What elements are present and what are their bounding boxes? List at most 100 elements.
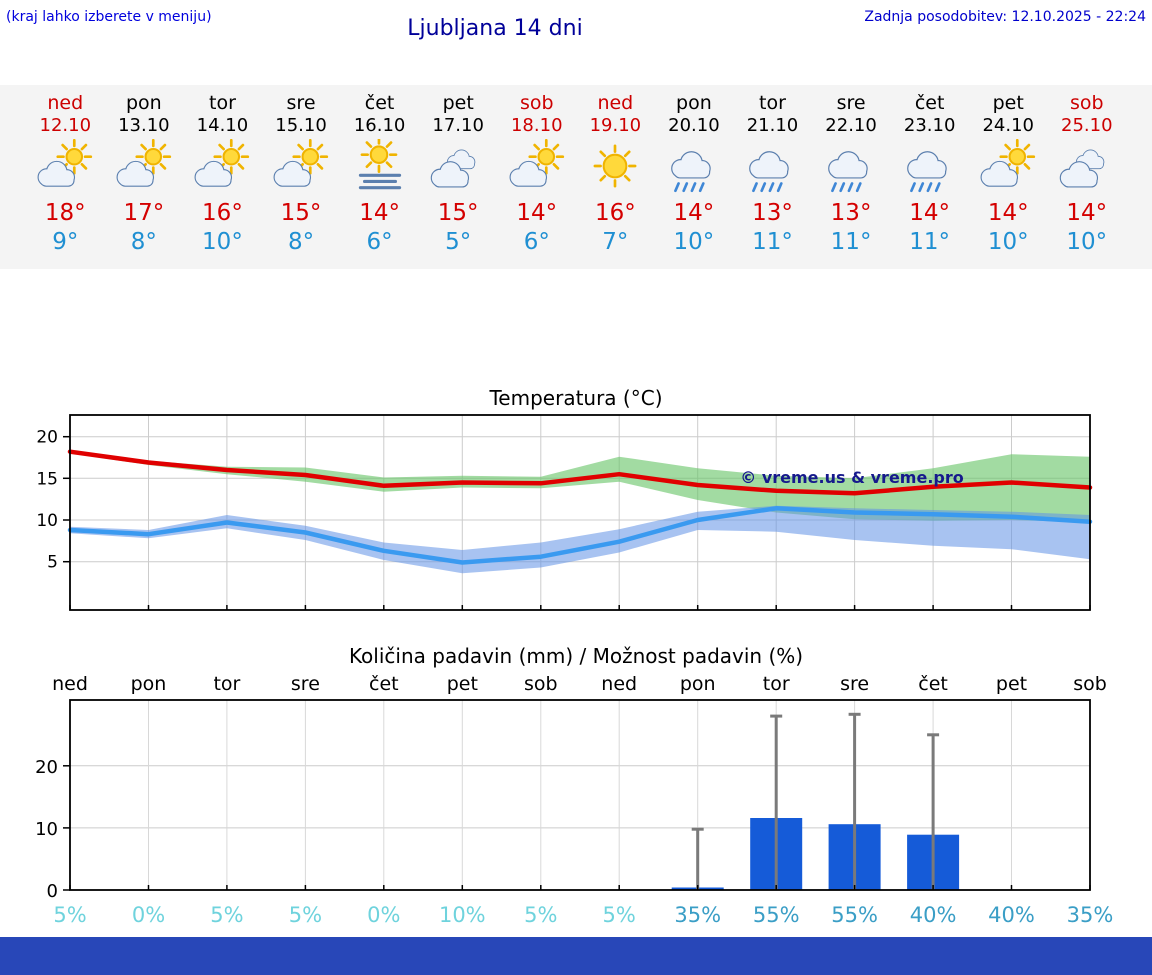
forecast-day-column: tor 21.10 13° 11°	[733, 85, 812, 269]
precip-day-label: sre	[840, 673, 869, 695]
forecast-day-column: pet 17.10 15° 5°	[419, 85, 498, 269]
high-temperature: 14°	[673, 200, 715, 226]
high-temperature: 18°	[44, 200, 86, 226]
day-date: 24.10	[982, 115, 1034, 136]
precip-probability: 5%	[289, 903, 322, 927]
forecast-day-column: pon 13.10 17° 8°	[105, 85, 184, 269]
precip-probability: 40%	[988, 903, 1035, 927]
partly-sunny-icon	[183, 138, 262, 195]
high-temperature: 16°	[202, 200, 243, 226]
low-temperature: 5°	[445, 229, 472, 255]
high-temperature: 14°	[987, 200, 1029, 226]
min-temperature-line	[67, 506, 1093, 565]
day-date: 19.10	[589, 115, 642, 136]
day-name: pet	[992, 92, 1024, 114]
day-date: 20.10	[668, 115, 720, 136]
precip-probability: 5%	[53, 903, 86, 927]
temp-ytick-label: 20	[36, 428, 58, 448]
day-name: ned	[597, 92, 634, 114]
min-temperature-range-band	[70, 505, 1090, 574]
low-temperature: 10°	[1066, 229, 1108, 255]
precip-probability: 10%	[439, 903, 486, 927]
precip-probability: 5%	[524, 903, 557, 927]
rain-icon	[733, 139, 812, 195]
high-temperature: 15°	[437, 200, 479, 226]
forecast-day-column: sob 25.10 14° 10°	[1048, 85, 1127, 269]
plot-border	[69, 699, 1091, 891]
day-name: ned	[47, 92, 84, 114]
day-date: 23.10	[903, 115, 956, 136]
day-name: pon	[126, 92, 162, 114]
high-temperature: 14°	[1066, 200, 1108, 226]
forecast-day-column: čet 16.10 14° 6°	[340, 85, 419, 269]
day-name: sre	[286, 92, 316, 114]
temperature-plot-area: 5 10 15 20 © vreme.us & vreme.pro	[36, 414, 1093, 611]
high-temperature: 14°	[516, 200, 558, 226]
day-name: sob	[1070, 92, 1104, 114]
precip-day-label: tor	[213, 673, 240, 695]
day-date: 13.10	[118, 115, 170, 136]
precip-day-label: sob	[1073, 673, 1107, 695]
cloudy-icon	[419, 139, 498, 195]
precip-day-label: ned	[52, 673, 88, 695]
max-temperature-range-band	[70, 450, 1090, 523]
day-date: 17.10	[432, 115, 484, 136]
high-temperature: 16°	[594, 200, 636, 226]
day-name: čet	[914, 92, 945, 114]
precip-day-label: pet	[996, 673, 1027, 695]
temp-ytick-label: 5	[47, 553, 58, 573]
low-temperature: 11°	[752, 229, 793, 255]
forecast-day-column: pet 24.10 14° 10°	[969, 85, 1048, 269]
day-name: pon	[676, 92, 712, 114]
forecast-day-column: ned 12.10 18° 9°	[26, 85, 105, 269]
forecast-strip: ned 12.10 18° 9° pon 13.10 17° 8° tor 14.10 16° 10°…	[0, 85, 1152, 269]
cloudy-icon	[1048, 139, 1127, 195]
partly-sunny-icon	[497, 138, 576, 195]
low-temperature: 10°	[202, 229, 243, 255]
day-date: 18.10	[510, 115, 563, 136]
partly-sunny-icon	[969, 138, 1048, 195]
plot-border	[69, 414, 1091, 611]
temp-ytick-label: 15	[36, 469, 58, 489]
day-date: 12.10	[39, 115, 92, 136]
precip-probability: 5%	[603, 903, 636, 927]
precip-probability: 55%	[831, 903, 878, 927]
precip-day-label: pon	[680, 673, 716, 695]
precip-day-label: ned	[601, 673, 637, 695]
precip-probability: 35%	[1067, 903, 1114, 927]
day-date: 15.10	[275, 115, 327, 136]
copyright-watermark: © vreme.us & vreme.pro	[740, 468, 963, 487]
rain-icon	[890, 139, 969, 195]
partly-sunny-icon	[105, 138, 184, 195]
precip-day-label: pet	[447, 673, 478, 695]
high-temperature: 14°	[909, 200, 951, 226]
high-temperature: 15°	[280, 200, 322, 226]
low-temperature: 7°	[602, 229, 629, 255]
footer-bar	[0, 937, 1152, 975]
precipitation-plot-area: ned pon tor sre čet pet sob ned pon tor sre čet pet s…	[35, 673, 1113, 927]
location-hint: (kraj lahko izberete v meniju)	[6, 9, 212, 25]
rain-icon	[655, 139, 734, 195]
precip-probability: 5%	[210, 903, 243, 927]
max-temperature-line	[67, 449, 1093, 496]
precip-day-label: čet	[918, 673, 948, 695]
day-date: 21.10	[746, 115, 799, 136]
precip-probability: 0%	[367, 903, 400, 927]
temperature-chart-title: Temperatura (°C)	[489, 386, 663, 410]
forecast-day-column: sob 18.10 14° 6°	[497, 85, 576, 269]
low-temperature: 10°	[987, 229, 1029, 255]
partly-sunny-icon	[262, 138, 341, 195]
low-temperature: 6°	[523, 229, 550, 255]
day-name: sre	[836, 92, 866, 114]
day-name: čet	[364, 92, 395, 114]
forecast-day-column: čet 23.10 14° 11°	[890, 85, 969, 269]
day-name: tor	[209, 92, 236, 114]
precip-day-label: sre	[291, 673, 320, 695]
day-name: sob	[519, 92, 554, 114]
precip-day-label: pon	[131, 673, 167, 695]
precipitation-chart: ned pon tor sre čet pet sob ned pon tor sre čet pet s…	[35, 673, 1113, 927]
precip-probability: 0%	[132, 903, 165, 927]
high-temperature: 17°	[123, 200, 165, 226]
low-temperature: 6°	[366, 229, 393, 255]
precip-probability: 40%	[910, 903, 957, 927]
